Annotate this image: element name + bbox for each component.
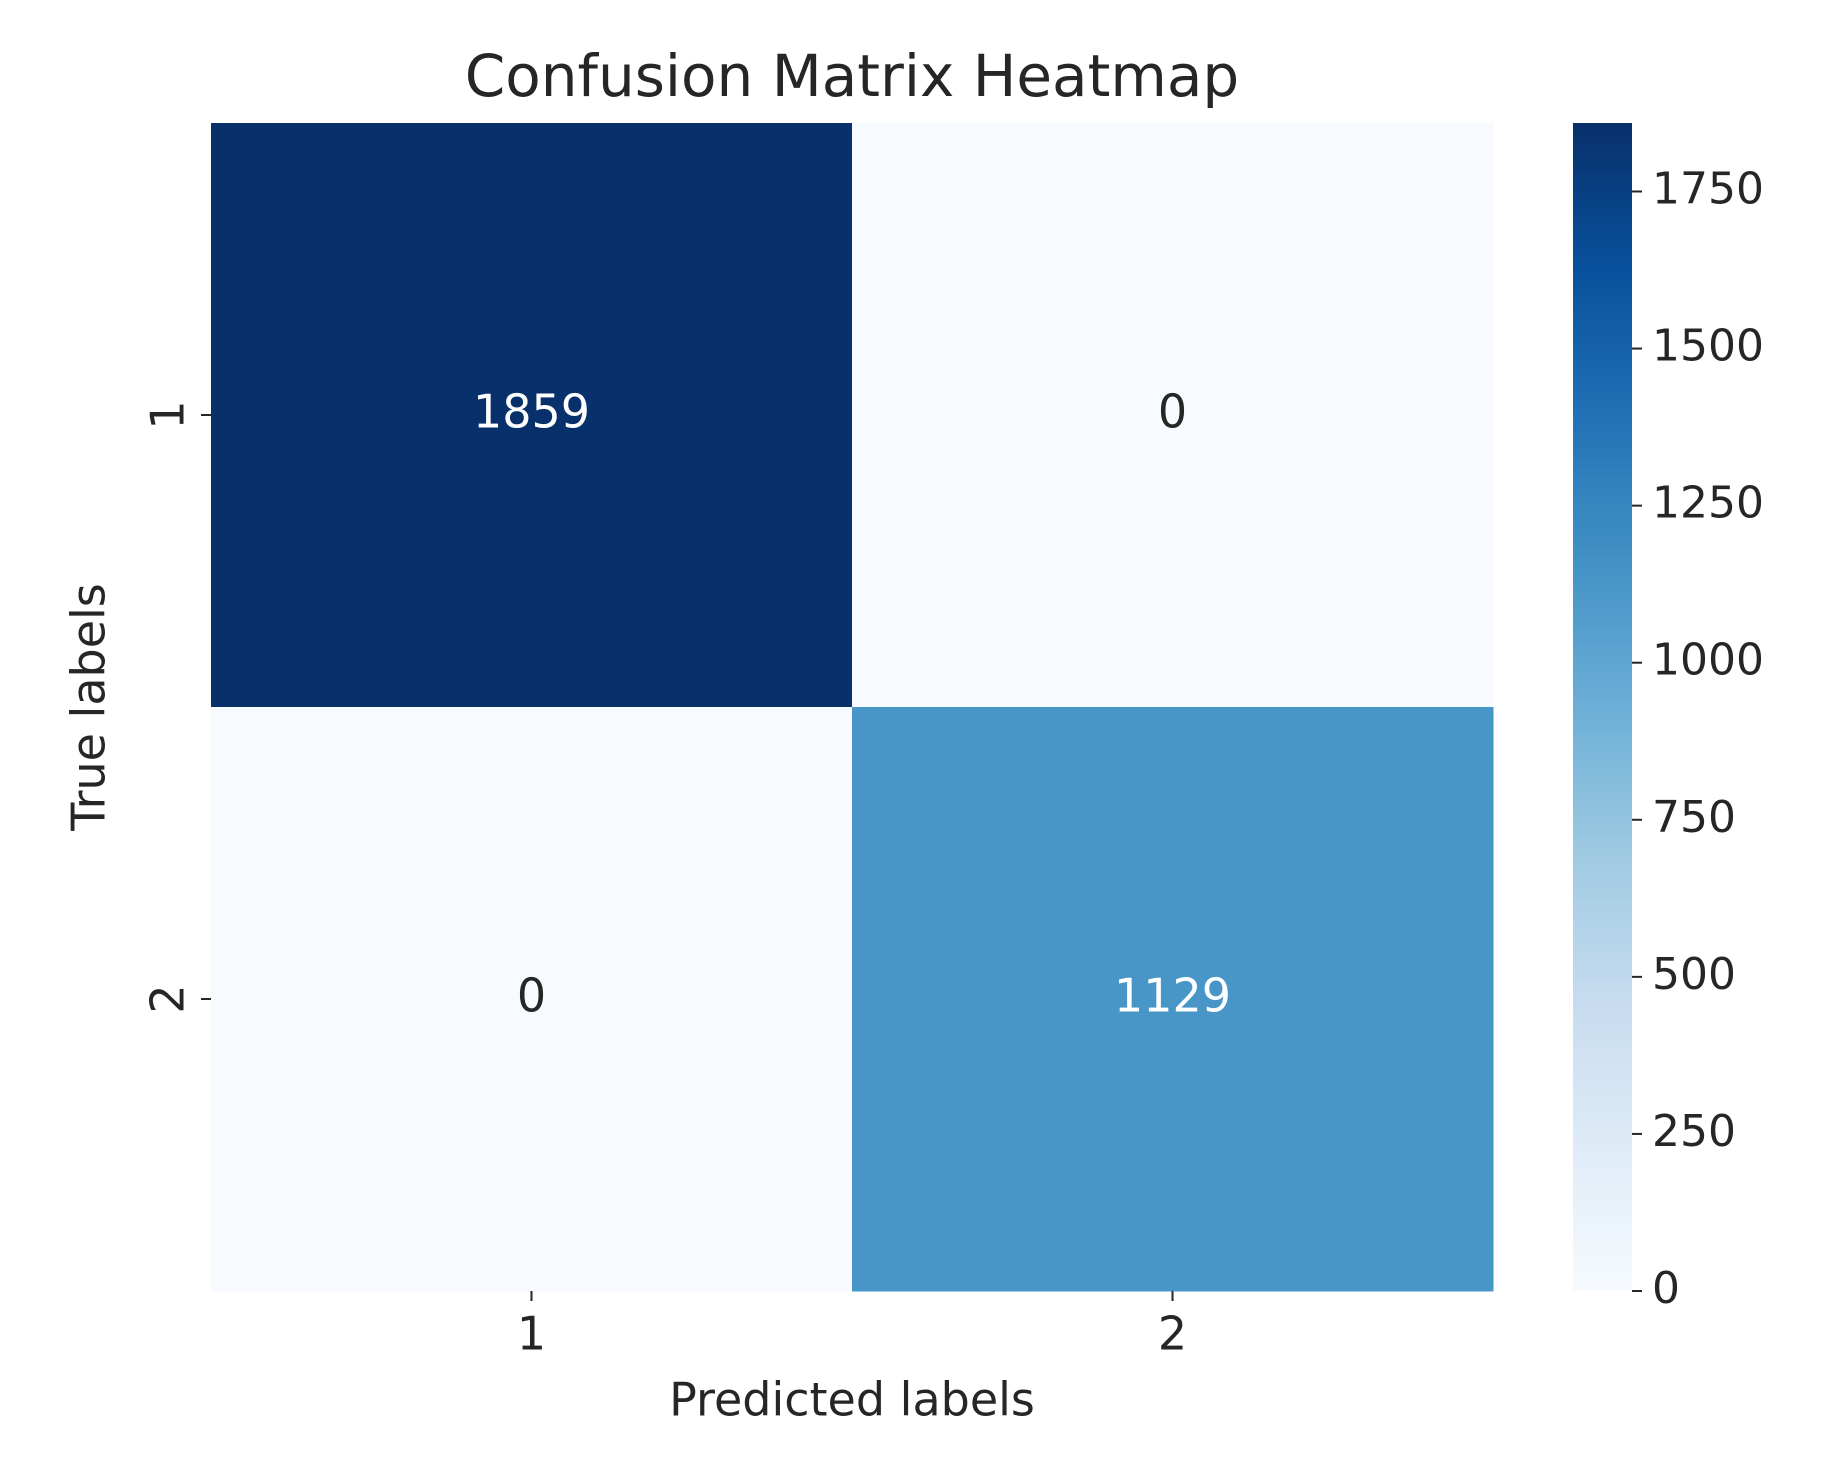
colorbar-tick-label: 1250: [1652, 478, 1764, 529]
colorbar-tick-label: 500: [1652, 949, 1736, 1000]
colorbar-tick-label: 250: [1652, 1106, 1736, 1157]
heatmap-cell: [211, 123, 853, 708]
cell-label: 0: [517, 969, 546, 1023]
x-axis-label: Predicted labels: [669, 1373, 1035, 1427]
cell-label: 1859: [473, 385, 590, 439]
colorbar-tick-label: 1000: [1652, 635, 1764, 686]
colorbar-tick-label: 1750: [1652, 163, 1764, 214]
cell-label: 0: [1158, 385, 1187, 439]
colorbar-tick-label: 750: [1652, 792, 1736, 843]
colorbar: [1573, 123, 1632, 1291]
x-tick-label: 1: [517, 1307, 546, 1361]
colorbar-tick-label: 0: [1652, 1263, 1680, 1314]
chart-title: Confusion Matrix Heatmap: [465, 42, 1239, 110]
y-tick-label: 1: [141, 400, 195, 429]
colorbar-tick-label: 1500: [1652, 321, 1764, 372]
heatmap-cell: [852, 707, 1494, 1292]
heatmap-cell: [211, 707, 853, 1292]
cell-label: 1129: [1114, 969, 1231, 1023]
y-tick-label: 2: [141, 984, 195, 1013]
y-axis-label: True labels: [62, 583, 116, 832]
heatmap-cell: [852, 123, 1494, 708]
x-tick-label: 2: [1158, 1307, 1187, 1361]
